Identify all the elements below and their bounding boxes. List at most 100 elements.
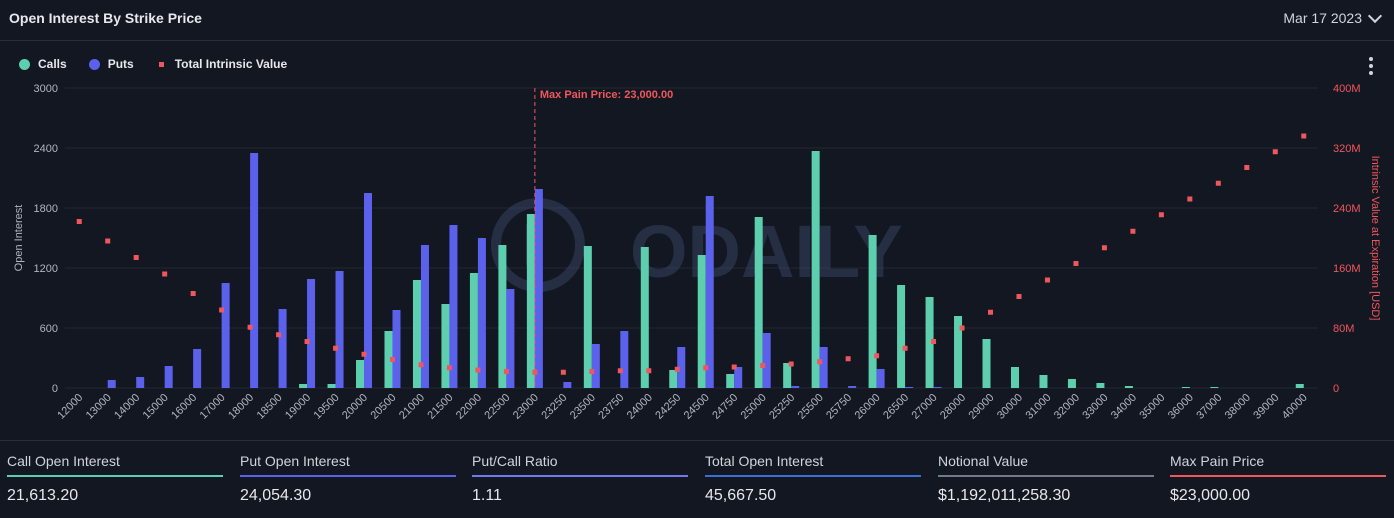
intrinsic-point (190, 291, 196, 296)
x-tick-label: 26000 (853, 392, 883, 422)
intrinsic-point (1101, 245, 1107, 251)
puts-bar (762, 333, 771, 388)
intrinsic-point (1301, 133, 1307, 139)
legend-puts[interactable]: Puts (88, 57, 134, 71)
calls-bar (954, 316, 963, 388)
y2-axis-title: Intrinsic Value at Expiration [USD] (1369, 156, 1381, 321)
calls-bar (299, 384, 308, 388)
puts-bar (164, 366, 173, 388)
stat-underline (472, 475, 688, 477)
stat-value: 21,613.20 (7, 487, 79, 504)
more-options-icon[interactable] (1368, 57, 1374, 75)
intrinsic-marker-icon (158, 61, 164, 67)
intrinsic-point (902, 345, 908, 351)
y-tick-label: 1200 (34, 263, 58, 275)
puts-bar (734, 367, 743, 388)
puts-bar (449, 225, 458, 388)
calls-bar (811, 151, 820, 388)
puts-bar (107, 380, 116, 388)
open-interest-chart: ODAILY 06001200180024003000080M160M240M3… (13, 83, 1381, 422)
intrinsic-points-layer (76, 133, 1307, 375)
stat-value: 45,667.50 (705, 487, 777, 504)
intrinsic-point (589, 369, 595, 374)
expiry-date-value: Mar 17 2023 (1283, 10, 1362, 26)
x-tick-label: 25500 (796, 392, 826, 422)
chart-legend: Calls Puts Total Intrinsic Value (19, 57, 309, 71)
y-tick-label: 2400 (34, 143, 58, 155)
intrinsic-point (1187, 196, 1193, 202)
calls-bar (1181, 387, 1190, 388)
intrinsic-point (646, 368, 652, 374)
calls-bar (384, 331, 393, 388)
calls-bar (526, 214, 535, 388)
x-tick-label: 22500 (482, 392, 512, 422)
intrinsic-point (1158, 212, 1164, 218)
intrinsic-point (1215, 180, 1221, 186)
y2-tick-label: 160M (1333, 263, 1361, 275)
x-tick-label: 22000 (454, 392, 484, 422)
y2-tick-label: 240M (1333, 203, 1361, 215)
x-tick-label: 38000 (1223, 392, 1253, 422)
calls-bar (925, 297, 934, 388)
stat-value: $1,192,011,258.30 (938, 487, 1071, 504)
intrinsic-point (418, 362, 424, 368)
stat-underline (1170, 475, 1386, 477)
x-tick-label: 35000 (1137, 392, 1167, 422)
x-tick-label: 33000 (1080, 392, 1110, 422)
calls-bar (583, 246, 592, 388)
intrinsic-point (560, 369, 566, 375)
legend-intrinsic[interactable]: Total Intrinsic Value (156, 57, 287, 71)
y2-tick-label: 0 (1333, 383, 1339, 395)
calls-bar (726, 374, 735, 388)
puts-bar (848, 386, 857, 388)
intrinsic-point (731, 364, 737, 370)
stat-label: Max Pain Price (1170, 453, 1265, 469)
legend-calls[interactable]: Calls (19, 57, 67, 71)
legend-puts-label: Puts (107, 57, 134, 71)
x-tick-label: 19000 (283, 392, 313, 422)
intrinsic-point (361, 351, 367, 357)
calls-bar (1124, 386, 1133, 388)
x-tick-label: 18500 (255, 392, 285, 422)
chart-title: Open Interest By Strike Price (9, 10, 202, 26)
puts-bar (677, 347, 686, 388)
puts-bar (791, 386, 800, 388)
calls-bar (1096, 383, 1105, 388)
x-tick-label: 37000 (1194, 392, 1224, 422)
x-tick-label: 28000 (938, 392, 968, 422)
intrinsic-point (703, 365, 709, 371)
x-tick-label: 23000 (511, 392, 541, 422)
stats-panel: Call Open Interest 21,613.20 Put Open In… (0, 440, 1394, 518)
x-tick-label: 31000 (1023, 392, 1053, 422)
legend-intrinsic-label: Total Intrinsic Value (174, 57, 288, 71)
calls-bar (1210, 387, 1219, 388)
intrinsic-point (162, 271, 168, 277)
puts-bar (392, 310, 401, 388)
stat-underline (705, 475, 921, 477)
puts-bar (193, 349, 202, 388)
intrinsic-point (1016, 294, 1022, 299)
x-tick-label: 25750 (824, 392, 854, 422)
calls-bar (1295, 384, 1304, 388)
calls-bar (441, 304, 450, 388)
intrinsic-point (475, 367, 481, 373)
intrinsic-point (276, 332, 282, 338)
x-tick-label: 21000 (397, 392, 427, 422)
x-tick-label: 17000 (198, 392, 228, 422)
x-tick-label: 24250 (653, 392, 683, 422)
calls-bar (1067, 379, 1076, 388)
x-tick-label: 32000 (1052, 392, 1082, 422)
stat-label: Call Open Interest (7, 453, 120, 469)
intrinsic-point (219, 307, 225, 313)
intrinsic-point (674, 366, 680, 372)
puts-bar (307, 279, 316, 388)
x-tick-label: 23250 (539, 392, 569, 422)
max-pain-annotation: Max Pain Price: 23,000.00 (540, 89, 673, 101)
calls-bar (982, 339, 991, 388)
stat-label: Notional Value (938, 453, 1029, 469)
x-tick-label: 25000 (739, 392, 769, 422)
intrinsic-point (333, 345, 339, 351)
calls-bar (783, 363, 792, 388)
puts-bar (534, 189, 543, 388)
expiry-date-select[interactable]: Mar 17 2023 (1283, 8, 1383, 26)
